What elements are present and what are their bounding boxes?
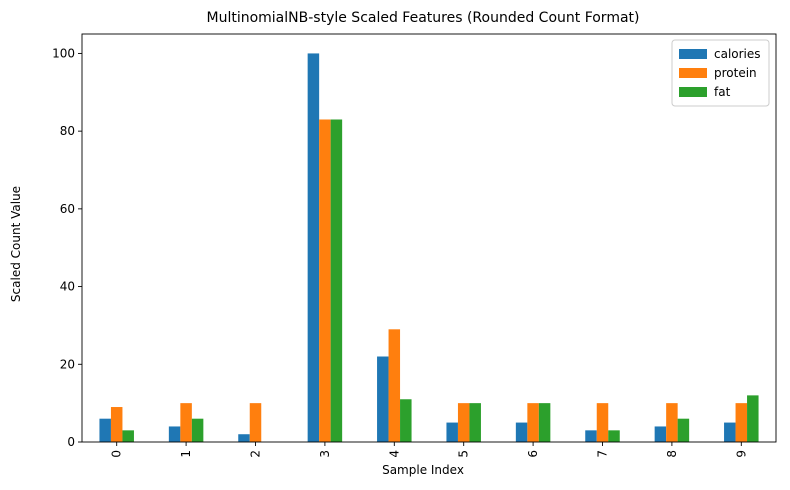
- bar-calories-0: [99, 418, 111, 442]
- bar-fat-3: [330, 119, 343, 443]
- y-tick-label: 60: [60, 202, 75, 216]
- legend-label-fat: fat: [714, 85, 731, 99]
- legend-swatch-calories: [679, 49, 707, 59]
- legend: calories protein fat: [671, 39, 770, 107]
- y-tick-label: 100: [52, 46, 75, 60]
- y-tick-label: 20: [60, 357, 75, 371]
- y-tick-label: 40: [60, 280, 75, 294]
- y-tick-label: 0: [67, 435, 75, 449]
- chart-title: MultinomialNB-style Scaled Features (Rou…: [207, 10, 640, 26]
- bar-protein-5: [457, 403, 470, 442]
- x-tick-label: 9: [734, 450, 748, 458]
- bar-calories-6: [515, 422, 528, 442]
- legend-swatch-fat: [679, 87, 707, 97]
- bar-fat-8: [677, 418, 690, 442]
- x-axis-title: Sample Index: [382, 463, 464, 477]
- x-tick-label: 1: [179, 450, 193, 458]
- bar-fat-1: [191, 418, 204, 442]
- bar-fat-0: [122, 430, 134, 442]
- bar-calories-1: [168, 426, 181, 442]
- bar-calories-7: [585, 430, 597, 442]
- bar-calories-2: [238, 434, 250, 442]
- bar-protein-7: [596, 403, 609, 442]
- bar-calories-8: [654, 426, 667, 442]
- x-tick-label: 7: [596, 450, 610, 458]
- bar-protein-3: [319, 119, 331, 443]
- x-tick-label: 6: [526, 450, 540, 458]
- bar-protein-8: [666, 403, 678, 442]
- bar-calories-3: [307, 53, 320, 443]
- legend-label-protein: protein: [714, 66, 757, 80]
- y-tick-label: 80: [60, 124, 75, 138]
- bar-fat-9: [747, 395, 759, 442]
- bar-calories-5: [446, 422, 458, 442]
- bar-calories-4: [377, 356, 389, 442]
- x-tick-label: 5: [457, 450, 471, 458]
- x-tick-label: 3: [318, 450, 332, 458]
- bar-fat-4: [400, 399, 412, 442]
- bar-protein-0: [110, 407, 123, 442]
- bar-protein-6: [527, 403, 539, 442]
- axes-frame: [81, 33, 777, 443]
- bar-protein-4: [388, 329, 401, 442]
- y-axis-title: Scaled Count Value: [9, 186, 23, 302]
- bar-protein-1: [180, 403, 192, 442]
- bar-calories-9: [724, 422, 736, 442]
- bar-fat-6: [538, 403, 551, 442]
- bar-fat-5: [469, 403, 481, 442]
- legend-swatch-protein: [679, 68, 707, 78]
- bar-protein-2: [249, 403, 262, 442]
- legend-label-calories: calories: [714, 47, 761, 61]
- bar-protein-9: [735, 403, 748, 442]
- x-tick-label: 4: [387, 450, 401, 458]
- x-tick-label: 0: [110, 450, 124, 458]
- x-tick-label: 8: [665, 450, 679, 458]
- x-tick-label: 2: [249, 450, 263, 458]
- bar-fat-7: [608, 430, 620, 442]
- plot-area: 0 20 40 60 80 100 0 1 2 3 4 5 6 7 8 9: [52, 33, 777, 458]
